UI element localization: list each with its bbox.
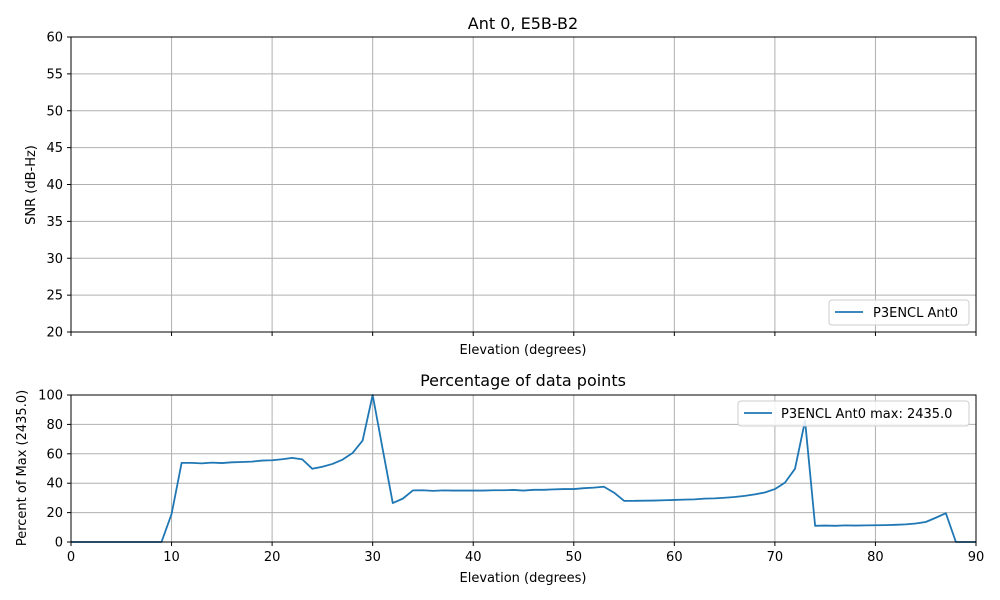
percent-xtick-label: 40 — [465, 550, 482, 565]
snr-ytick-label: 30 — [46, 252, 63, 267]
percent-panel-ylabel: Percent of Max (2435.0) — [15, 390, 30, 546]
percent-ytick-label: 20 — [46, 506, 63, 521]
percent-legend-label: P3ENCL Ant0 max: 2435.0 — [781, 407, 952, 422]
percent-xtick-label: 20 — [264, 550, 281, 565]
percent-panel-title: Percentage of data points — [420, 371, 626, 390]
snr-panel-title: Ant 0, E5B-B2 — [468, 14, 578, 33]
percent-ytick-label: 80 — [46, 418, 63, 433]
percent-xtick-label: 90 — [968, 550, 985, 565]
snr-legend-box — [828, 299, 970, 326]
snr-ytick-label: 55 — [46, 67, 63, 82]
percent-panel-frame — [70, 394, 977, 543]
percent-xtick-label: 80 — [867, 550, 884, 565]
snr-ytick-label: 40 — [46, 178, 63, 193]
snr-ytick-label: 20 — [46, 326, 63, 341]
snr-ytick-label: 45 — [46, 141, 63, 156]
percent-panel-xlabel: Elevation (degrees) — [460, 571, 587, 586]
percent-panel-series — [71, 394, 976, 543]
percent-series-line — [71, 394, 976, 543]
percent-panel-legend: P3ENCL Ant0 max: 2435.0 — [737, 400, 970, 427]
snr-panel-ticks: 20 25 30 35 40 45 50 55 60 — [46, 31, 977, 341]
snr-ytick-label: 25 — [46, 289, 63, 304]
percent-ytick-label: 60 — [46, 447, 63, 462]
percent-xtick-label: 70 — [767, 550, 784, 565]
snr-legend-label: P3ENCL Ant0 — [873, 306, 958, 321]
snr-ytick-label: 60 — [46, 31, 63, 46]
percent-xtick-label: 50 — [566, 550, 583, 565]
percent-xtick-label: 30 — [364, 550, 381, 565]
percent-ytick-label: 100 — [38, 389, 63, 404]
snr-panel: Ant 0, E5B-B2 20 25 30 35 40 45 50 55 60 Elevati… — [24, 14, 977, 358]
percent-xtick-label: 10 — [163, 550, 180, 565]
percent-panel: Percentage of data points 0 10 20 30 40 50 60 7… — [15, 371, 984, 586]
percent-ytick-label: 40 — [46, 477, 63, 492]
snr-ytick-label: 35 — [46, 215, 63, 230]
percent-ytick-label: 0 — [55, 536, 63, 551]
percent-xtick-label: 0 — [67, 550, 75, 565]
snr-panel-xlabel: Elevation (degrees) — [460, 343, 587, 358]
percent-xtick-label: 60 — [666, 550, 683, 565]
percent-legend-box — [737, 400, 970, 427]
snr-panel-ylabel: SNR (dB-Hz) — [24, 145, 39, 225]
snr-ytick-label: 50 — [46, 104, 63, 119]
snr-panel-legend: P3ENCL Ant0 — [828, 299, 970, 326]
percent-panel-ticks: 0 10 20 30 40 50 60 70 80 90 0 20 40 60 80 100 — [38, 389, 984, 566]
